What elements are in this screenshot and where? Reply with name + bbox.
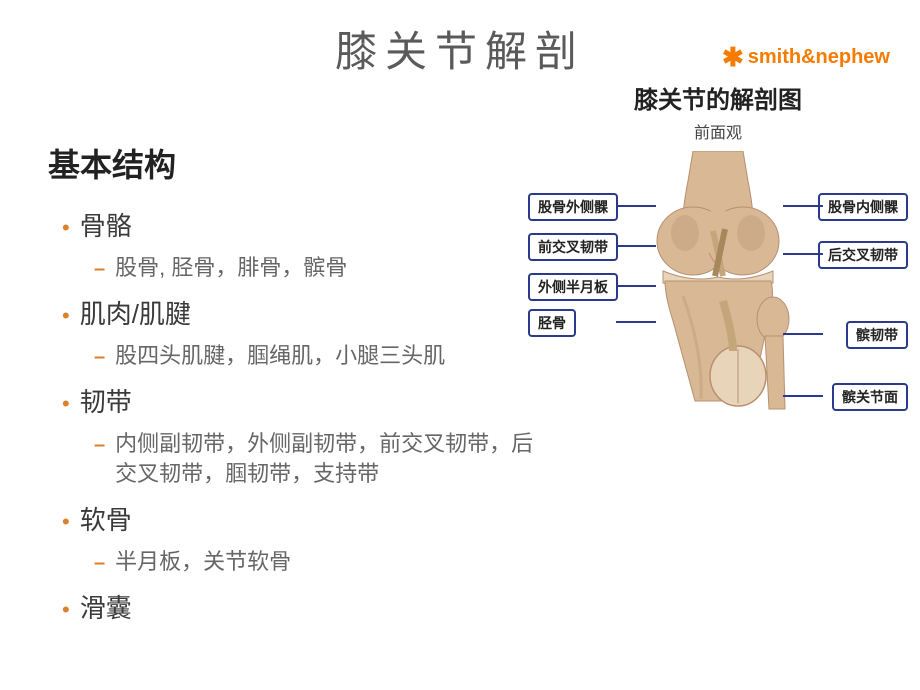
bullet-level-2: –半月板，关节软骨 (48, 547, 548, 578)
anatomy-label: 股骨内侧髁 (818, 193, 908, 221)
leader-line (783, 333, 823, 335)
leader-line (616, 205, 656, 207)
anatomy-diagram: 膝关节的解剖图 前面观 (528, 80, 908, 421)
bullet-subtext: 股骨, 胫骨，腓骨，髌骨 (115, 253, 347, 284)
diagram-canvas: 股骨外侧髁前交叉韧带外侧半月板胫骨 股骨内侧髁后交叉韧带髌韧带髌关节面 (528, 151, 908, 421)
bullet-level-1: • 软骨 (48, 500, 548, 537)
leader-line (616, 285, 656, 287)
anatomy-label: 股骨外侧髁 (528, 193, 618, 221)
leader-line (616, 321, 656, 323)
bullet-marker-icon: • (62, 393, 70, 415)
list-item: • 滑囊 (48, 588, 548, 625)
bullet-subtext: 股四头肌腱，腘绳肌，小腿三头肌 (115, 341, 445, 372)
bullet-subtext: 半月板，关节软骨 (115, 547, 291, 578)
content-area: 基本结构 •骨骼–股骨, 胫骨，腓骨，髌骨•肌肉/肌腱–股四头肌腱，腘绳肌，小腿… (48, 140, 548, 635)
dash-marker-icon: – (94, 552, 105, 575)
anatomy-label: 髌关节面 (832, 383, 908, 411)
brand-name: smith&nephew (748, 46, 890, 69)
bullet-level-1: • 滑囊 (48, 588, 548, 625)
list-item: • 韧带 –内侧副韧带，外侧副韧带，前交叉韧带，后交叉韧带，腘韧带，支持带 (48, 382, 548, 491)
bullet-marker-icon: • (62, 217, 70, 239)
anatomy-label: 外侧半月板 (528, 273, 618, 301)
bullet-marker-icon: • (62, 305, 70, 327)
bullet-level-2: –内侧副韧带，外侧副韧带，前交叉韧带，后交叉韧带，腘韧带，支持带 (48, 429, 548, 491)
bullet-level-1: • 韧带 (48, 382, 548, 419)
bullet-subtext: 内侧副韧带，外侧副韧带，前交叉韧带，后交叉韧带，腘韧带，支持带 (115, 429, 548, 491)
bullet-marker-icon: • (62, 599, 70, 621)
bullet-label: 滑囊 (80, 588, 132, 625)
brand-asterisk-icon: ✱ (722, 44, 744, 70)
leader-line (783, 395, 823, 397)
bullet-level-2: –股四头肌腱，腘绳肌，小腿三头肌 (48, 341, 548, 372)
bullet-level-1: • 骨骼 (48, 206, 548, 243)
bullet-label: 骨骼 (80, 206, 132, 243)
leader-line (783, 253, 823, 255)
diagram-title: 膝关节的解剖图 (528, 80, 908, 115)
bullet-label: 肌肉/肌腱 (80, 294, 191, 331)
anatomy-label: 前交叉韧带 (528, 233, 618, 261)
section-title: 基本结构 (48, 140, 548, 186)
list-item: • 软骨 –半月板，关节软骨 (48, 500, 548, 578)
anatomy-label: 髌韧带 (846, 321, 908, 349)
list-item: • 骨骼 –股骨, 胫骨，腓骨，髌骨 (48, 206, 548, 284)
anatomy-label: 后交叉韧带 (818, 241, 908, 269)
bullet-level-2: –股骨, 胫骨，腓骨，髌骨 (48, 253, 548, 284)
dash-marker-icon: – (94, 434, 105, 457)
dash-marker-icon: – (94, 346, 105, 369)
leader-line (616, 245, 656, 247)
anatomy-label: 胫骨 (528, 309, 576, 337)
diagram-subtitle: 前面观 (528, 119, 908, 143)
bullet-list: •骨骼–股骨, 胫骨，腓骨，髌骨•肌肉/肌腱–股四头肌腱，腘绳肌，小腿三头肌•韧… (48, 206, 548, 625)
list-item: • 肌肉/肌腱 –股四头肌腱，腘绳肌，小腿三头肌 (48, 294, 548, 372)
leader-line (783, 205, 823, 207)
brand-logo: ✱ smith&nephew (722, 44, 890, 70)
bullet-label: 韧带 (80, 382, 132, 419)
dash-marker-icon: – (94, 258, 105, 281)
bullet-marker-icon: • (62, 511, 70, 533)
bullet-level-1: • 肌肉/肌腱 (48, 294, 548, 331)
bullet-label: 软骨 (80, 500, 132, 537)
